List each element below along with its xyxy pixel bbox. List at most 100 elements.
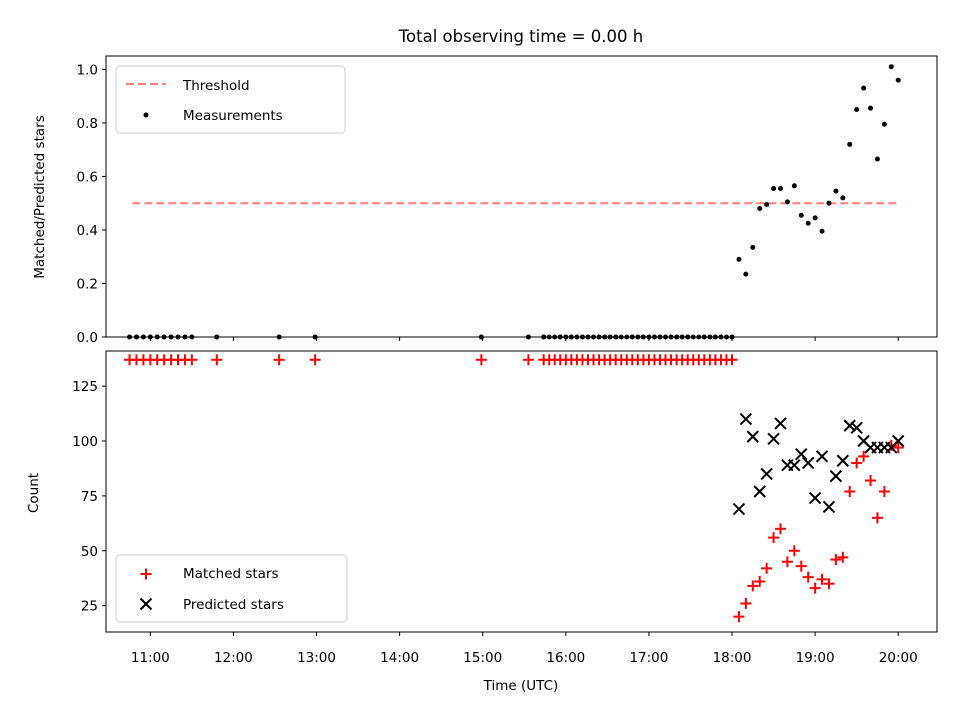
bottom-y-axis-label: Count xyxy=(26,473,42,513)
measurement-point xyxy=(777,185,783,191)
bottom-x-tick-label: 16:00 xyxy=(546,650,585,666)
bottom-x-tick-label: 19:00 xyxy=(796,650,835,666)
predicted-stars-series xyxy=(732,412,905,516)
legend-threshold-label: Threshold xyxy=(182,78,250,94)
legend-predicted-marker xyxy=(139,597,153,611)
legend-matched-marker xyxy=(140,568,152,580)
top-y-axis-label: Matched/Predicted stars xyxy=(32,115,48,278)
matched-star-point xyxy=(475,354,487,366)
measurement-point xyxy=(847,141,853,147)
bottom-panel: Count Time (UTC) xyxy=(26,473,558,694)
legend-measurements-label: Measurements xyxy=(183,108,283,124)
measurement-point xyxy=(833,188,839,194)
measurement-point xyxy=(743,271,749,277)
measurement-point xyxy=(868,105,874,111)
matched-star-point xyxy=(823,578,835,590)
matched-star-point xyxy=(802,571,814,583)
measurement-point xyxy=(784,199,790,205)
measurement-point xyxy=(826,200,832,206)
predicted-star-point xyxy=(753,485,766,498)
measurement-point xyxy=(881,121,887,127)
matched-star-point xyxy=(761,562,773,574)
bottom-legend: Matched stars Predicted stars xyxy=(115,554,348,623)
top-y-tick-label: 0.4 xyxy=(77,223,98,239)
matched-star-point xyxy=(754,576,766,588)
measurement-point xyxy=(819,228,825,234)
predicted-star-point xyxy=(732,502,746,516)
predicted-star-point xyxy=(774,417,787,430)
measurement-point xyxy=(888,64,894,70)
legend-measurements-marker xyxy=(143,112,149,118)
predicted-star-point xyxy=(850,421,863,435)
bottom-x-tick-label: 20:00 xyxy=(879,650,918,666)
top-y-tick-label: 0.0 xyxy=(77,330,98,346)
measurement-point xyxy=(791,183,797,189)
legend-predicted-label: Predicted stars xyxy=(183,597,284,613)
matched-star-point xyxy=(892,442,904,454)
top-axes-frame xyxy=(105,55,938,338)
measurement-point xyxy=(764,202,770,208)
top-panel: Matched/Predicted stars xyxy=(32,115,48,278)
measurement-point xyxy=(812,215,818,221)
top-legend-box xyxy=(115,65,346,134)
predicted-star-point xyxy=(822,500,836,514)
bottom-x-tick-label: 15:00 xyxy=(463,650,502,666)
predicted-star-point xyxy=(829,469,843,483)
predicted-star-point xyxy=(815,450,829,463)
matched-star-point xyxy=(309,354,321,366)
matched-star-point xyxy=(858,450,870,462)
bottom-y-tick-label: 50 xyxy=(81,544,98,560)
matched-star-point xyxy=(774,523,786,535)
measurement-point xyxy=(757,206,763,212)
bottom-x-tick-label: 17:00 xyxy=(629,650,668,666)
matched-star-point xyxy=(830,554,842,566)
bottom-y-tick-label: 25 xyxy=(81,599,98,615)
matched-stars-series xyxy=(124,354,904,623)
bottom-x-tick-label: 12:00 xyxy=(214,650,253,666)
matched-star-point xyxy=(878,486,890,497)
top-y-tick-label: 0.8 xyxy=(77,116,98,132)
predicted-star-point xyxy=(788,458,801,472)
predicted-star-point xyxy=(801,456,815,470)
matched-star-point xyxy=(865,475,877,487)
matched-star-point xyxy=(733,611,745,623)
predicted-star-point xyxy=(746,430,760,443)
bottom-y-tick-label: 100 xyxy=(72,434,98,450)
matched-star-point xyxy=(851,457,863,469)
predicted-star-point xyxy=(760,467,773,481)
measurement-point xyxy=(874,156,880,162)
matched-star-point xyxy=(844,486,856,497)
predicted-star-point xyxy=(843,419,856,432)
bottom-x-tick-label: 13:00 xyxy=(297,650,336,666)
measurement-point xyxy=(750,244,756,250)
measurement-point xyxy=(861,85,867,91)
matched-star-point xyxy=(747,580,759,592)
matched-star-point xyxy=(186,354,198,366)
matched-star-point xyxy=(211,354,223,366)
bottom-y-tick-label: 125 xyxy=(72,379,98,395)
bottom-legend-box xyxy=(115,554,348,623)
top-y-tick-label: 0.6 xyxy=(77,169,98,185)
measurement-point xyxy=(840,195,846,201)
matched-star-point xyxy=(273,354,285,366)
top-y-tick-label: 1.0 xyxy=(77,62,98,78)
predicted-star-point xyxy=(767,432,780,446)
matched-star-point xyxy=(740,597,752,609)
predicted-star-point xyxy=(892,434,905,448)
matched-star-point xyxy=(871,512,883,524)
matched-star-point xyxy=(816,573,828,585)
predicted-star-point xyxy=(795,447,808,461)
matched-star-point xyxy=(837,551,849,563)
measurement-point xyxy=(895,77,901,83)
bottom-x-tick-label: 18:00 xyxy=(713,650,752,666)
predicted-star-point xyxy=(808,491,822,505)
measurement-point xyxy=(798,212,804,218)
legend-matched-label: Matched stars xyxy=(183,566,279,582)
matched-star-point xyxy=(522,354,534,366)
bottom-y-tick-label: 75 xyxy=(81,489,98,505)
predicted-star-point xyxy=(739,412,753,426)
bottom-axes-frame xyxy=(105,350,938,633)
top-y-tick-label: 0.2 xyxy=(77,276,98,292)
top-legend: Threshold Measurements xyxy=(115,65,346,134)
